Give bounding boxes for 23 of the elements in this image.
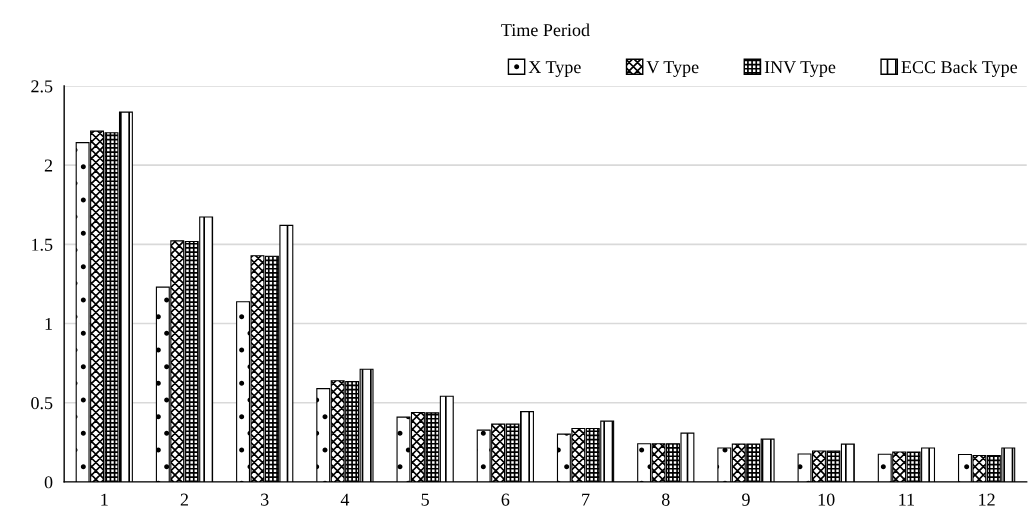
x-tick-label: 12 bbox=[979, 493, 995, 506]
x-tick-label: 1 bbox=[101, 493, 108, 506]
legend-label: INV Type bbox=[764, 61, 836, 77]
y-tick-label: 2.5 bbox=[31, 80, 53, 93]
chart-title: Time Period bbox=[501, 23, 590, 37]
legend-label: X Type bbox=[528, 61, 581, 77]
x-tick-label: 9 bbox=[742, 493, 750, 506]
x-tick-label: 4 bbox=[340, 493, 350, 506]
x-tick-label: 7 bbox=[582, 493, 590, 506]
legend-label: V Type bbox=[646, 61, 699, 77]
x-tick-label: 3 bbox=[261, 493, 269, 506]
y-tick-label: 0.5 bbox=[31, 396, 53, 410]
y-tick-label: 0 bbox=[44, 476, 53, 489]
y-tick-label: 1.5 bbox=[32, 238, 53, 251]
x-tick-label: 11 bbox=[899, 493, 915, 506]
x-tick-label: 5 bbox=[421, 493, 429, 506]
y-tick-label: 2 bbox=[44, 159, 53, 172]
legend-label: ECC Back Type bbox=[901, 60, 1018, 77]
x-tick-label: 10 bbox=[818, 493, 835, 506]
y-tick-label: 1 bbox=[45, 317, 52, 330]
x-tick-label: 8 bbox=[661, 493, 670, 506]
x-tick-label: 2 bbox=[180, 493, 189, 506]
x-tick-label: 6 bbox=[501, 493, 510, 506]
